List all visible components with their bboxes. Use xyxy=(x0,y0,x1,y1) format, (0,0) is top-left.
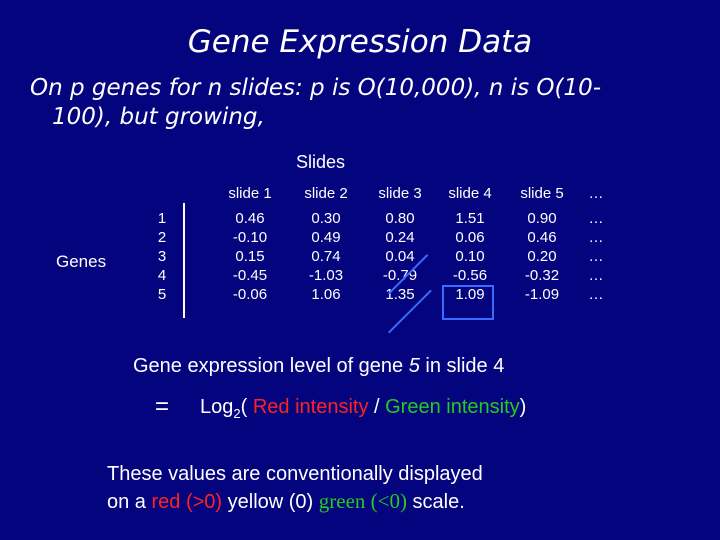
table-cell: -1.03 xyxy=(308,267,344,284)
table-cell: -0.10 xyxy=(232,229,268,246)
slash: / xyxy=(368,396,386,418)
log-open: ( xyxy=(240,396,253,418)
slide-number: 4 xyxy=(493,355,505,377)
data-column-slide-4: 1.51 0.06 0.10 -0.56 1.09 xyxy=(442,209,498,304)
gene-level-part: in slide xyxy=(419,355,494,377)
table-cell: 1.06 xyxy=(311,286,341,303)
log-ratio-formula: Log2( Red intensity / Green intensity) xyxy=(200,396,526,421)
column-header-more: … xyxy=(588,185,604,202)
convention-prefix: on a xyxy=(107,491,152,513)
data-column-slide-1: 0.46 -0.10 0.15 -0.45 -0.06 xyxy=(222,209,278,304)
convention-green: green (<0) xyxy=(318,489,407,513)
row-numbers: 1 2 3 4 5 xyxy=(152,209,172,304)
row-number: 3 xyxy=(157,248,167,265)
table-cell: 1.51 xyxy=(455,210,485,227)
column-header-slide-4: slide 4 xyxy=(448,185,492,202)
gene-level-part: Gene expression level of gene xyxy=(133,355,409,377)
highlight-box xyxy=(442,285,494,320)
table-cell: 0.46 xyxy=(527,229,557,246)
row-number: 4 xyxy=(157,267,167,284)
data-column-slide-3: 0.80 0.24 0.04 -0.79 1.35 xyxy=(372,209,428,304)
table-cell: 0.90 xyxy=(527,210,557,227)
row-number: 5 xyxy=(157,286,167,303)
table-cell: … xyxy=(588,229,604,246)
log-prefix: Log xyxy=(200,396,234,418)
table-cell: 0.80 xyxy=(385,210,415,227)
table-cell: 0.20 xyxy=(527,248,557,265)
convention-line-1: These values are conventionally displaye… xyxy=(107,463,483,485)
table-cell: … xyxy=(588,210,604,227)
table-cell: 0.06 xyxy=(455,229,485,246)
table-cell: 0.15 xyxy=(235,248,265,265)
table-cell: 0.30 xyxy=(311,210,341,227)
table-cell: 1.09 xyxy=(455,286,485,303)
red-intensity: Red intensity xyxy=(252,396,369,418)
convention-suffix: scale. xyxy=(407,491,465,513)
column-header-slide-5: slide 5 xyxy=(520,185,564,202)
table-cell: -0.32 xyxy=(524,267,560,284)
column-header-slide-3: slide 3 xyxy=(378,185,422,202)
table-cell: … xyxy=(588,248,604,265)
table-cell: -1.09 xyxy=(524,286,560,303)
log-close: ) xyxy=(519,396,527,418)
gene-number: 5 xyxy=(408,355,420,377)
row-number: 1 xyxy=(157,210,167,227)
convention-text: These values are conventionally displaye… xyxy=(107,461,483,516)
table-cell: 0.46 xyxy=(235,210,265,227)
table-cell: 0.04 xyxy=(385,248,415,265)
slide-title: Gene Expression Data xyxy=(187,24,533,60)
subtitle-line-2: 100), but growing, xyxy=(52,104,265,130)
convention-yellow: yellow (0) xyxy=(222,491,319,513)
table-divider xyxy=(183,203,185,318)
table-cell: -0.56 xyxy=(452,267,488,284)
table-cell: … xyxy=(588,267,604,284)
table-cell: -0.06 xyxy=(232,286,268,303)
convention-line-2: on a red (>0) yellow (0) green (<0) scal… xyxy=(107,488,483,516)
data-column-more: … … … … … xyxy=(584,209,608,304)
subtitle-line-1: On p genes for n slides: p is O(10,000),… xyxy=(30,75,602,101)
gene-level-text: Gene expression level of gene 5 in slide… xyxy=(133,355,504,378)
subtitle: On p genes for n slides: p is O(10,000),… xyxy=(30,74,710,132)
row-number: 2 xyxy=(157,229,167,246)
convention-red: red (>0) xyxy=(151,491,223,513)
log-base: 2 xyxy=(233,406,241,421)
table-cell: 0.49 xyxy=(311,229,341,246)
column-header-slide-2: slide 2 xyxy=(304,185,348,202)
genes-label: Genes xyxy=(56,252,107,271)
equals-sign: = xyxy=(155,393,170,420)
data-column-slide-2: 0.30 0.49 0.74 -1.03 1.06 xyxy=(298,209,354,304)
table-cell: 0.24 xyxy=(385,229,415,246)
table-cell: 0.10 xyxy=(455,248,485,265)
green-intensity: Green intensity xyxy=(385,396,520,418)
slides-header: Slides xyxy=(296,152,346,172)
data-column-slide-5: 0.90 0.46 0.20 -0.32 -1.09 xyxy=(514,209,570,304)
table-cell: -0.45 xyxy=(232,267,268,284)
column-header-slide-1: slide 1 xyxy=(228,185,272,202)
table-cell: 0.74 xyxy=(311,248,341,265)
table-cell: … xyxy=(588,286,604,303)
